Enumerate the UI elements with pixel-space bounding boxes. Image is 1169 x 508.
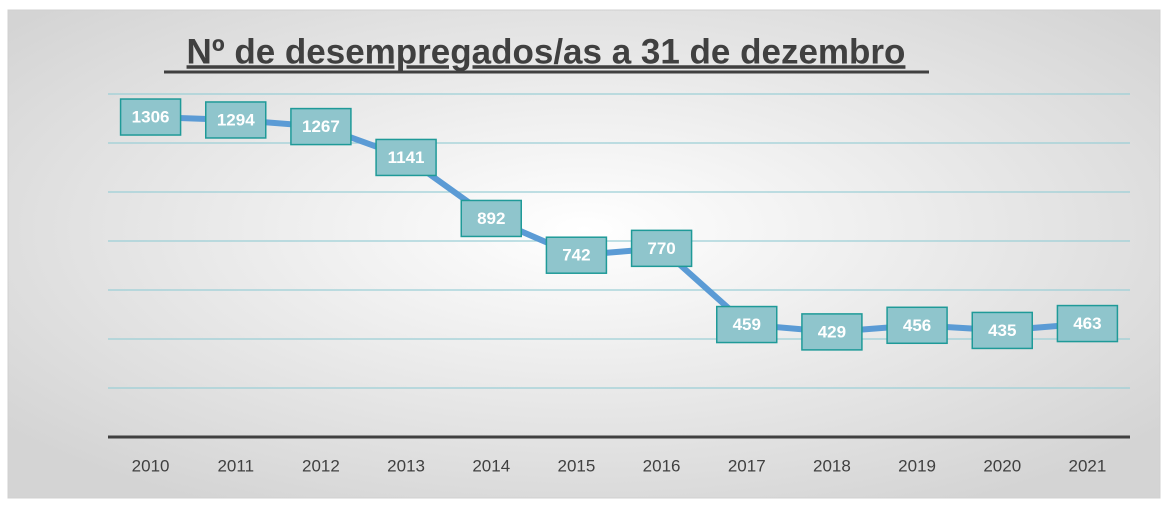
value-label: 456	[903, 316, 931, 335]
value-label-box	[630, 229, 693, 268]
value-label: 459	[733, 315, 761, 334]
value-label: 770	[647, 239, 675, 258]
x-tick-label: 2016	[643, 456, 681, 475]
value-label: 1306	[132, 108, 170, 127]
value-label: 892	[477, 209, 505, 228]
value-label-box	[545, 236, 608, 274]
value-label-box	[886, 306, 948, 345]
value-label-box	[460, 199, 522, 238]
value-label: 742	[562, 246, 590, 265]
value-label: 1267	[302, 117, 340, 136]
value-label-box	[971, 311, 1033, 350]
value-label-box	[205, 101, 267, 139]
x-tick-label: 2020	[983, 456, 1021, 475]
value-label-box	[1056, 304, 1119, 343]
value-label-box	[290, 107, 352, 146]
value-label: 435	[988, 321, 1016, 340]
x-tick-label: 2010	[132, 456, 170, 475]
x-tick-label: 2015	[558, 456, 596, 475]
value-label: 1141	[388, 148, 425, 167]
value-label-box	[375, 138, 437, 177]
x-tick-label: 2019	[898, 456, 936, 475]
x-tick-label: 2018	[813, 456, 851, 475]
value-label-box	[119, 98, 182, 136]
x-tick-label: 2012	[302, 456, 340, 475]
value-label: 429	[818, 322, 846, 341]
value-label: 463	[1073, 314, 1101, 333]
x-tick-label: 2017	[728, 456, 766, 475]
x-tick-label: 2011	[217, 456, 254, 475]
value-label-box	[801, 313, 863, 351]
x-tick-label: 2014	[472, 456, 510, 475]
value-label-box	[716, 305, 778, 344]
value-label: 1294	[217, 110, 255, 129]
chart-title: Nº de desempregados/as a 31 de dezembro	[187, 32, 906, 71]
x-tick-label: 2013	[387, 456, 425, 475]
x-tick-label: 2021	[1069, 456, 1107, 475]
